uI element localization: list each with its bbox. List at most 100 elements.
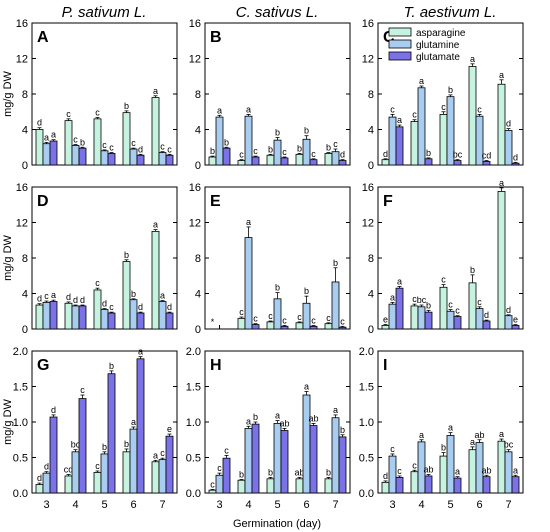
significance-label: b [268, 467, 273, 477]
significance-label: bc [417, 295, 427, 305]
panel-letter: D [37, 193, 49, 210]
bar-glutamate [453, 477, 462, 494]
bar-asparagine [64, 475, 73, 494]
panel-letter: E [210, 193, 221, 210]
significance-label: c [160, 448, 165, 458]
bar-glutamine [42, 472, 51, 494]
bar-glutamate [251, 423, 260, 494]
significance-label: b [448, 85, 453, 95]
bar-glutamine [273, 139, 282, 166]
x-tick-label: 5 [447, 499, 453, 511]
significance-label: d [37, 118, 42, 128]
significance-label: a [275, 411, 280, 421]
significance-label: a [470, 54, 475, 64]
significance-label: c [477, 297, 482, 307]
bar-glutamine [504, 451, 513, 494]
significance-label: c [412, 294, 417, 304]
bar-asparagine [122, 261, 131, 330]
x-tick-label: 4 [418, 499, 424, 511]
significance-label: c [239, 150, 244, 160]
bar-glutamate [338, 436, 347, 494]
panel-letter: G [37, 357, 49, 374]
significance-label: c [455, 306, 460, 316]
significance-label: a [138, 347, 143, 357]
significance-label: b [210, 146, 215, 156]
bar-glutamate [222, 457, 231, 494]
significance-label: c [102, 140, 107, 150]
significance-label: ab [279, 418, 289, 428]
y-tick-label: 8 [22, 89, 28, 101]
y-tick-label: 1.5 [359, 382, 374, 394]
significance-label: d [383, 471, 388, 481]
bar-glutamate [165, 312, 174, 330]
bar-glutamine [100, 309, 109, 330]
y-tick-label: 16 [16, 182, 28, 194]
bar-glutamine [504, 129, 513, 166]
significance-label: c [253, 146, 258, 156]
column-title-1: P. sativum L. [62, 4, 147, 21]
significance-label: d [484, 310, 489, 320]
significance-label: e [167, 424, 172, 434]
significance-label: b [239, 470, 244, 480]
bar-glutamate [78, 305, 87, 330]
bar-asparagine [324, 323, 333, 330]
x-tick-label: 6 [476, 499, 482, 511]
significance-label: c [95, 108, 100, 118]
significance-label: d [167, 302, 172, 312]
bar-glutamate [78, 147, 87, 166]
significance-label: b [253, 412, 258, 422]
significance-label: c [167, 144, 172, 154]
significance-label: b [275, 127, 280, 137]
y-tick-label: 4 [22, 125, 28, 137]
significance-label: b [124, 439, 129, 449]
significance-label: b [326, 143, 331, 153]
y-tick-label: 2.0 [359, 346, 374, 358]
significance-label: a [304, 381, 309, 391]
bar-asparagine [468, 66, 477, 166]
y-tick-label: 0 [195, 324, 201, 336]
significance-label: bc [504, 440, 514, 450]
significance-label: d [66, 292, 71, 302]
bar-glutamate [78, 398, 87, 494]
significance-label: b [426, 148, 431, 158]
bar-glutamate [222, 147, 231, 166]
y-tick-label: 4 [22, 289, 28, 301]
bar-glutamate [251, 156, 260, 166]
bar-glutamine [331, 151, 340, 166]
significance-label: bc [453, 150, 463, 160]
bar-glutamate [453, 316, 462, 330]
bar-glutamate [49, 416, 58, 494]
bar-glutamine [158, 459, 167, 494]
bar-asparagine [35, 484, 44, 494]
bar-asparagine [266, 154, 275, 166]
significance-label: c [282, 315, 287, 325]
y-tick-label: 0.0 [13, 488, 28, 500]
significance-label: c [160, 142, 165, 152]
significance-label: d [102, 299, 107, 309]
panel-letter: H [210, 357, 222, 374]
bar-asparagine [381, 159, 390, 166]
bar-glutamine [244, 427, 253, 494]
y-tick-label: 1.5 [186, 382, 201, 394]
significance-label: c [326, 313, 331, 323]
bar-asparagine [237, 317, 246, 330]
bar-asparagine [410, 121, 419, 166]
bar-glutamate [280, 325, 289, 330]
legend-swatch-glutamate [388, 51, 412, 61]
bar-glutamate [309, 325, 318, 330]
significance-label: a [499, 429, 504, 439]
bar-glutamine [215, 116, 224, 166]
significance-label: ab [294, 467, 304, 477]
y-tick-label: 8 [195, 253, 201, 265]
bar-glutamate [395, 287, 404, 330]
significance-label: a [419, 430, 424, 440]
legend-label-asparagine: asparagine [416, 28, 466, 39]
significance-label: d [138, 302, 143, 312]
y-tick-label: 0.0 [359, 488, 374, 500]
bar-glutamate [424, 475, 433, 494]
